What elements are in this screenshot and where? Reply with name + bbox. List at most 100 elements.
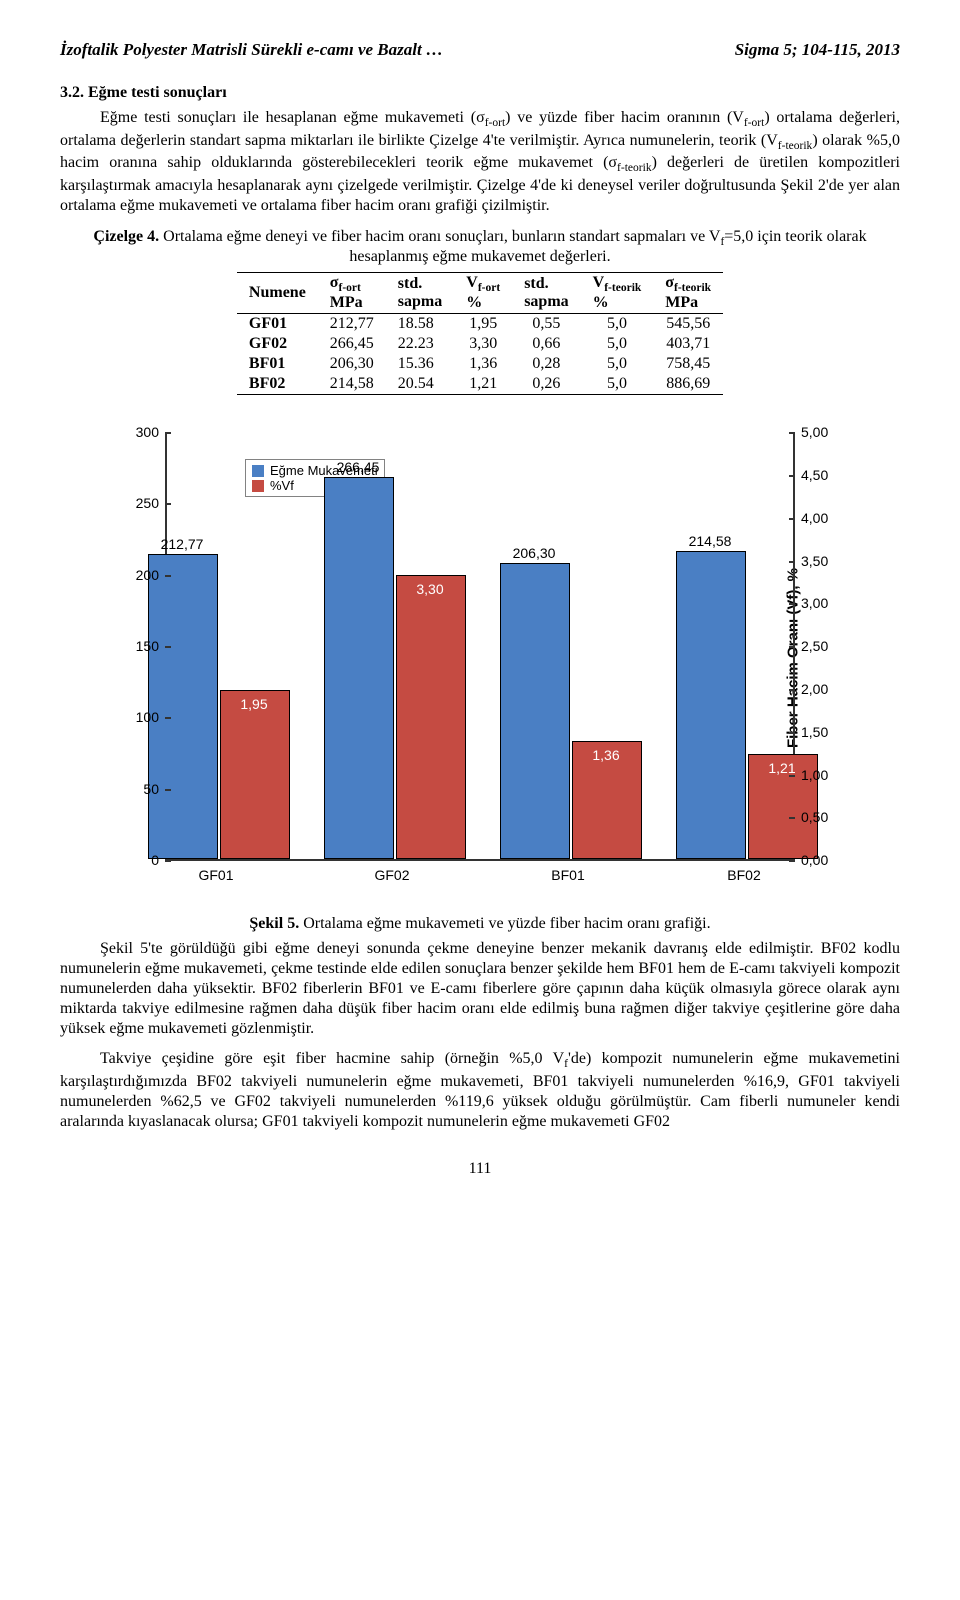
x-category-label: GF02 — [374, 867, 409, 883]
table-cell: 5,0 — [581, 354, 654, 374]
bar-value-label: 266,45 — [337, 459, 380, 475]
col-head: Vf-ort% — [454, 272, 512, 313]
paragraph-3: Takviye çeşidine göre eşit fiber hacmine… — [60, 1049, 900, 1132]
tick-mark — [165, 503, 171, 505]
x-category-label: BF02 — [727, 867, 760, 883]
y-tick-right: 4,50 — [801, 467, 831, 483]
bar-red — [396, 575, 466, 859]
bar-blue — [324, 477, 394, 859]
table-cell: 0,26 — [512, 374, 580, 395]
figure-caption-text: Ortalama eğme mukavemeti ve yüzde fiber … — [299, 915, 710, 932]
y-tick-right: 3,00 — [801, 595, 831, 611]
bar-blue — [676, 551, 746, 859]
figure-caption-label: Şekil 5. — [249, 915, 299, 932]
y-tick-right: 2,00 — [801, 681, 831, 697]
table-caption-label: Çizelge 4. — [93, 228, 159, 245]
bar-value-label: 206,30 — [513, 545, 556, 561]
p3-a: Takviye çeşidine göre eşit fiber hacmine… — [100, 1050, 564, 1067]
y-tick-right: 1,00 — [801, 767, 831, 783]
table-cell: 5,0 — [581, 334, 654, 354]
table-cell: BF01 — [237, 354, 318, 374]
table-cell: 206,30 — [318, 354, 386, 374]
col-head: std.sapma — [386, 272, 454, 313]
header-left: İzoftalik Polyester Matrisli Sürekli e-c… — [60, 40, 443, 60]
tick-mark — [789, 432, 795, 434]
tick-mark — [789, 475, 795, 477]
tick-mark — [789, 561, 795, 563]
table-cell: 1,21 — [454, 374, 512, 395]
sub: f-teorik — [778, 140, 813, 152]
col-head: std.sapma — [512, 272, 580, 313]
table-cell: 886,69 — [653, 374, 723, 395]
tick-mark — [789, 817, 795, 819]
table-caption-text: Ortalama eğme deneyi ve fiber hacim oran… — [159, 228, 720, 245]
legend-swatch-icon — [252, 480, 264, 492]
y-tick-right: 2,50 — [801, 638, 831, 654]
sub: f-teorik — [617, 162, 652, 174]
table-row: GF01212,7718.581,950,555,0545,56 — [237, 314, 723, 335]
running-header: İzoftalik Polyester Matrisli Sürekli e-c… — [60, 40, 900, 60]
y-tick-right: 4,00 — [801, 510, 831, 526]
y-tick-left: 150 — [129, 638, 159, 654]
tick-mark — [789, 689, 795, 691]
table-cell: 545,56 — [653, 314, 723, 335]
y-tick-left: 250 — [129, 495, 159, 511]
y-tick-right: 0,50 — [801, 809, 831, 825]
table-cell: 0,66 — [512, 334, 580, 354]
legend-swatch-icon — [252, 465, 264, 477]
tick-mark — [789, 775, 795, 777]
y-tick-right: 1,50 — [801, 724, 831, 740]
bar-blue — [148, 554, 218, 860]
table-cell: 18.58 — [386, 314, 454, 335]
bar-value-label: 212,77 — [161, 536, 204, 552]
table-cell: 1,36 — [454, 354, 512, 374]
bar-blue — [500, 563, 570, 859]
p1-a: Eğme testi sonuçları ile hesaplanan eğme… — [100, 109, 485, 126]
y-tick-left: 50 — [129, 781, 159, 797]
tick-mark — [789, 603, 795, 605]
x-category-label: GF01 — [198, 867, 233, 883]
bar-value-label: 1,21 — [768, 760, 795, 776]
tick-mark — [789, 860, 795, 862]
tick-mark — [165, 432, 171, 434]
tick-mark — [165, 789, 171, 791]
tick-mark — [165, 646, 171, 648]
sub: f-ort — [744, 117, 764, 129]
table-head-row: Numene σf-ortMPa std.sapma Vf-ort% std.s… — [237, 272, 723, 313]
col-head: Vf-teorik% — [581, 272, 654, 313]
figure-caption: Şekil 5. Ortalama eğme mukavemeti ve yüz… — [60, 915, 900, 933]
table-cell: 5,0 — [581, 374, 654, 395]
y-tick-left: 300 — [129, 424, 159, 440]
bar-value-label: 3,30 — [416, 581, 443, 597]
y-tick-right: 0,00 — [801, 852, 831, 868]
table-cell: 15.36 — [386, 354, 454, 374]
table-row: BF02214,5820.541,210,265,0886,69 — [237, 374, 723, 395]
table-cell: GF01 — [237, 314, 318, 335]
plot-area: Eğme Mukavemeti %Vf 212,771,95266,453,30… — [165, 433, 795, 861]
table-cell: 0,28 — [512, 354, 580, 374]
y-tick-right: 5,00 — [801, 424, 831, 440]
table-cell: 1,95 — [454, 314, 512, 335]
y-tick-left: 200 — [129, 567, 159, 583]
table-cell: 212,77 — [318, 314, 386, 335]
col-head: Numene — [237, 272, 318, 313]
section-heading: 3.2. Eğme testi sonuçları — [60, 84, 900, 102]
y-tick-left: 0 — [129, 852, 159, 868]
sub: f-ort — [485, 117, 505, 129]
tick-mark — [165, 575, 171, 577]
table-cell: 266,45 — [318, 334, 386, 354]
bar-chart: Eğme Mukavemeti, MPa Fiber Hacim Oranı (… — [95, 413, 865, 903]
tick-mark — [789, 732, 795, 734]
bar-value-label: 1,36 — [592, 747, 619, 763]
paragraph-2: Şekil 5'te görüldüğü gibi eğme deneyi so… — [60, 939, 900, 1039]
data-table: Numene σf-ortMPa std.sapma Vf-ort% std.s… — [237, 272, 723, 395]
col-head: σf-teorikMPa — [653, 272, 723, 313]
table-cell: 758,45 — [653, 354, 723, 374]
col-head: σf-ortMPa — [318, 272, 386, 313]
legend-label: %Vf — [270, 478, 294, 493]
bar-value-label: 1,95 — [240, 696, 267, 712]
tick-mark — [789, 646, 795, 648]
x-category-label: BF01 — [551, 867, 584, 883]
table-cell: GF02 — [237, 334, 318, 354]
header-right: Sigma 5; 104-115, 2013 — [735, 40, 900, 60]
